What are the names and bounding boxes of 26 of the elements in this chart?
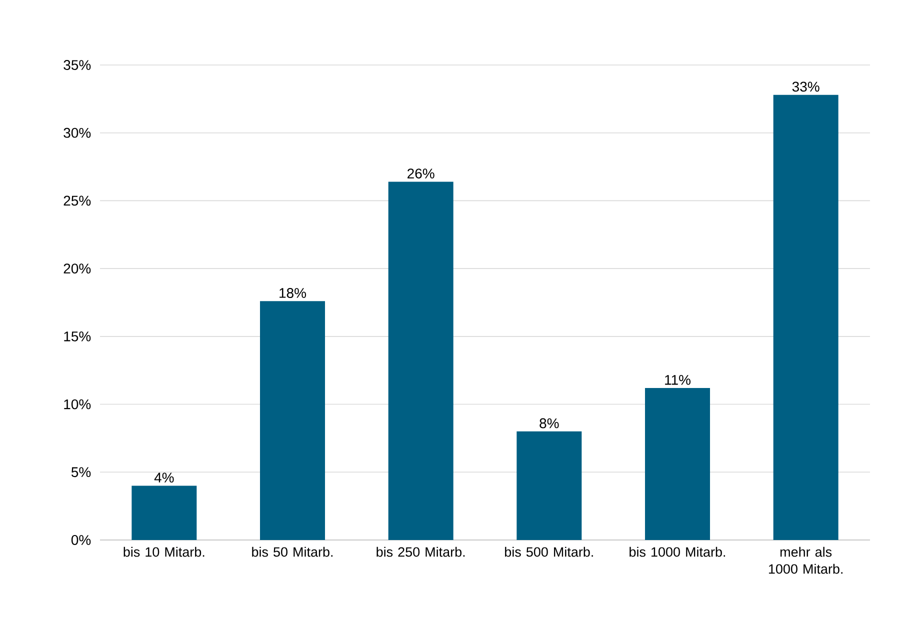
x-tick-label: bis 500 Mitarb.: [505, 546, 593, 557]
y-tick-label: 25%: [64, 196, 91, 206]
y-tick-label: 35%: [64, 60, 91, 70]
bar: [388, 182, 454, 540]
data-label: 4%: [154, 472, 174, 483]
bar: [260, 301, 325, 540]
x-tick-label: bis 10 Mitarb.: [124, 546, 204, 557]
y-tick-label: 15%: [64, 331, 91, 342]
x-tick-label: bis 250 Mitarb.: [376, 546, 465, 557]
bar: [645, 388, 710, 540]
x-tick-label: bis 50 Mitarb.: [252, 546, 333, 557]
data-label: 26%: [408, 168, 434, 179]
data-label: 33%: [792, 82, 820, 92]
y-tick-label: 30%: [64, 128, 91, 138]
y-tick-label: 0%: [71, 535, 91, 545]
y-tick-label: 10%: [64, 399, 91, 410]
bar: [516, 431, 582, 540]
x-tick-label: mehr als 1000 Mitarb.: [768, 546, 842, 574]
x-tick-label: bis 1000 Mitarb.: [630, 546, 726, 557]
data-label: 8%: [540, 418, 559, 428]
bar: [773, 94, 838, 540]
bar: [132, 486, 197, 540]
data-label: 11%: [665, 374, 690, 385]
y-tick-label: 20%: [64, 264, 91, 274]
data-label: 18%: [280, 288, 306, 298]
y-tick-label: 5%: [71, 467, 91, 478]
